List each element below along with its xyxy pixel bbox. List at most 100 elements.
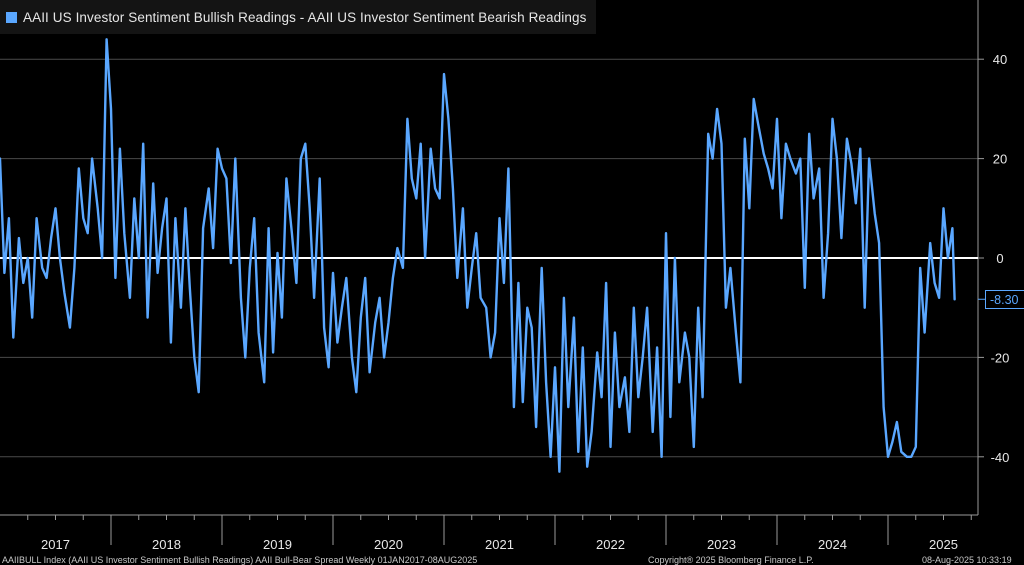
data-point xyxy=(674,257,675,258)
data-point xyxy=(716,108,717,109)
data-point xyxy=(906,456,907,457)
data-point xyxy=(546,382,547,383)
data-point xyxy=(901,451,902,452)
y-tick-label: -20 xyxy=(991,350,1010,365)
data-point xyxy=(110,108,111,109)
data-point xyxy=(143,143,144,144)
data-point xyxy=(860,148,861,149)
data-point xyxy=(217,148,218,149)
data-point xyxy=(8,218,9,219)
data-point xyxy=(87,233,88,234)
data-point xyxy=(314,297,315,298)
data-point xyxy=(467,307,468,308)
footer-source: AAIIBULL Index (AAII US Investor Sentime… xyxy=(2,555,478,565)
data-point xyxy=(153,183,154,184)
x-tick-label: 2017 xyxy=(41,537,70,552)
data-point xyxy=(388,322,389,323)
data-point xyxy=(619,407,620,408)
data-point xyxy=(568,407,569,408)
data-point xyxy=(4,272,5,273)
legend-swatch xyxy=(6,11,17,23)
data-point xyxy=(763,153,764,154)
data-point xyxy=(503,282,504,283)
series-line xyxy=(0,38,956,473)
data-point xyxy=(50,238,51,239)
data-point xyxy=(115,277,116,278)
data-point xyxy=(59,257,60,258)
data-point xyxy=(78,168,79,169)
data-point xyxy=(924,332,925,333)
data-point xyxy=(879,242,880,243)
data-point xyxy=(27,257,28,258)
data-point xyxy=(864,307,865,308)
data-point xyxy=(735,332,736,333)
data-point xyxy=(832,118,833,119)
data-point xyxy=(587,466,588,467)
data-point xyxy=(541,267,542,268)
data-point xyxy=(573,317,574,318)
data-point xyxy=(740,382,741,383)
x-tick-label: 2019 xyxy=(263,537,292,552)
data-point xyxy=(952,228,953,229)
data-point xyxy=(605,282,606,283)
data-point xyxy=(161,228,162,229)
data-point xyxy=(420,143,421,144)
data-point xyxy=(851,163,852,164)
data-point xyxy=(245,357,246,358)
data-point xyxy=(249,267,250,268)
data-point xyxy=(106,39,107,40)
data-point xyxy=(689,357,690,358)
data-point xyxy=(610,446,611,447)
data-point xyxy=(258,332,259,333)
data-point xyxy=(443,74,444,75)
data-point xyxy=(392,277,393,278)
data-point xyxy=(203,228,204,229)
data-point xyxy=(379,297,380,298)
data-point xyxy=(147,317,148,318)
data-point xyxy=(896,421,897,422)
data-point xyxy=(23,282,24,283)
data-point xyxy=(781,218,782,219)
data-point xyxy=(578,451,579,452)
data-point xyxy=(836,158,837,159)
data-point xyxy=(213,247,214,248)
data-point xyxy=(934,282,935,283)
data-point xyxy=(36,218,37,219)
data-point xyxy=(518,282,519,283)
data-point xyxy=(744,138,745,139)
data-point xyxy=(554,367,555,368)
data-point xyxy=(157,272,158,273)
data-point xyxy=(947,257,948,258)
data-point xyxy=(402,267,403,268)
data-point xyxy=(124,233,125,234)
data-point xyxy=(430,148,431,149)
data-point xyxy=(300,158,301,159)
data-point xyxy=(439,198,440,199)
legend-label: AAII US Investor Sentiment Bullish Readi… xyxy=(23,9,587,25)
y-tick-label: 40 xyxy=(993,52,1007,67)
data-point xyxy=(772,188,773,189)
data-point xyxy=(254,218,255,219)
data-point xyxy=(268,228,269,229)
data-point xyxy=(499,218,500,219)
data-point xyxy=(702,397,703,398)
data-point xyxy=(305,143,306,144)
data-point xyxy=(425,257,426,258)
legend: AAII US Investor Sentiment Bullish Readi… xyxy=(0,0,597,34)
data-point xyxy=(869,158,870,159)
data-point xyxy=(18,238,19,239)
data-point xyxy=(591,431,592,432)
data-point xyxy=(411,178,412,179)
data-point xyxy=(264,382,265,383)
x-tick-label: 2024 xyxy=(818,537,847,552)
data-point xyxy=(629,431,630,432)
data-point xyxy=(119,148,120,149)
data-point xyxy=(221,168,222,169)
data-point xyxy=(920,267,921,268)
data-point xyxy=(684,332,685,333)
data-point xyxy=(883,407,884,408)
data-point xyxy=(83,218,84,219)
last-value-badge: -8.30 xyxy=(985,290,1024,309)
data-point xyxy=(809,133,810,134)
